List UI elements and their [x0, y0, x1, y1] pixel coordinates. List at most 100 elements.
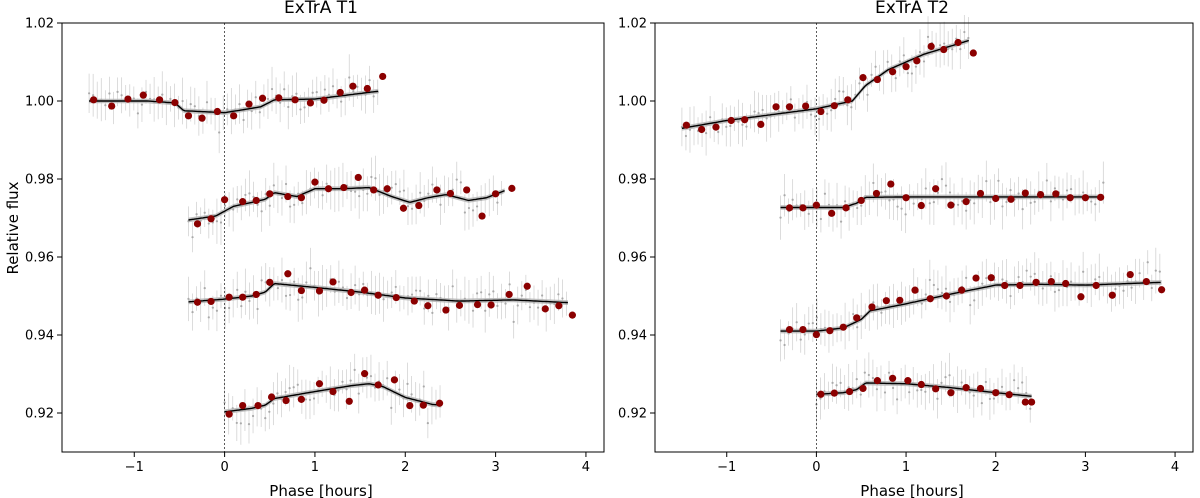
- plot-frame: [61, 22, 605, 453]
- binned-point: [354, 173, 362, 182]
- model-band-2: [780, 280, 1162, 334]
- raw-point: [258, 111, 261, 114]
- binned-point: [812, 331, 821, 339]
- raw-point: [331, 85, 335, 88]
- raw-point: [357, 392, 360, 395]
- raw-point: [238, 102, 241, 106]
- raw-point: [207, 316, 210, 319]
- raw-point: [219, 221, 223, 224]
- raw-point: [940, 291, 944, 294]
- binned-point: [254, 401, 262, 410]
- binned-point: [336, 88, 344, 97]
- x-tick-label: 1: [311, 460, 319, 475]
- y-axis-label: Relative flux: [4, 181, 22, 274]
- raw-point: [1045, 179, 1048, 182]
- model-curve-0: [89, 90, 379, 114]
- raw-point: [520, 294, 523, 297]
- raw-point: [251, 414, 255, 418]
- binned-point: [329, 387, 337, 396]
- raw-point: [345, 296, 349, 300]
- raw-point: [276, 392, 279, 395]
- raw-point: [484, 309, 487, 312]
- binned-point: [349, 82, 357, 90]
- binned-point: [844, 96, 852, 104]
- raw-point: [1098, 275, 1101, 279]
- raw-point: [856, 206, 859, 210]
- raw-point: [965, 276, 968, 279]
- raw-point: [287, 105, 290, 109]
- binned-point: [297, 286, 305, 295]
- binned-point: [297, 395, 305, 403]
- binned-point: [1108, 291, 1116, 299]
- binned-point: [435, 399, 444, 407]
- raw-point: [374, 177, 377, 180]
- raw-point: [871, 376, 874, 380]
- raw-point: [834, 97, 837, 101]
- raw-point: [272, 184, 275, 187]
- raw-point: [369, 375, 373, 378]
- raw-point: [496, 201, 499, 204]
- binned-point: [1028, 398, 1036, 406]
- raw-point: [1130, 286, 1133, 289]
- binned-point: [340, 183, 348, 192]
- binned-point: [785, 204, 794, 212]
- raw-point: [254, 96, 257, 99]
- raw-point: [451, 285, 454, 288]
- binned-point: [857, 196, 865, 205]
- binned-point: [275, 94, 283, 102]
- x-axis-label: Phase [hours]: [860, 482, 963, 498]
- raw-point: [980, 402, 983, 405]
- binned-point: [842, 204, 850, 212]
- raw-point: [705, 131, 708, 135]
- raw-point: [406, 382, 409, 385]
- binned-point: [363, 84, 371, 93]
- binned-point: [757, 120, 765, 128]
- y-tick-label: 0.92: [25, 407, 54, 422]
- raw-point: [842, 90, 845, 93]
- binned-point: [859, 384, 867, 393]
- raw-point: [321, 194, 324, 197]
- raw-point: [912, 202, 915, 205]
- raw-point: [1029, 275, 1032, 278]
- raw-point: [1069, 280, 1073, 283]
- raw-point: [297, 298, 300, 301]
- binned-point: [1062, 279, 1070, 288]
- raw-point: [366, 192, 369, 195]
- raw-point: [394, 285, 397, 289]
- binned-point: [1081, 194, 1089, 202]
- binned-point: [682, 121, 690, 129]
- raw-point: [972, 394, 975, 397]
- plot-frame: [654, 22, 1194, 453]
- raw-point: [516, 304, 519, 307]
- raw-point: [239, 422, 242, 425]
- panel-title: ExTrA T2: [875, 0, 949, 18]
- y-tick-label: 1.00: [618, 95, 647, 110]
- binned-point: [505, 290, 513, 299]
- axis-ticks: −1 0 1 2 3 4 0.92 0.94 0.96 0.98 1.00 1.02: [618, 17, 1179, 476]
- raw-point: [757, 112, 760, 115]
- raw-point: [874, 65, 877, 68]
- binned-point: [399, 204, 408, 212]
- raw-point: [293, 203, 296, 206]
- raw-point: [303, 106, 306, 109]
- binned-point: [1001, 281, 1009, 290]
- binned-point: [917, 380, 925, 389]
- binned-point: [992, 194, 1000, 203]
- raw-point: [846, 104, 849, 107]
- raw-point: [896, 398, 899, 401]
- x-tick-label: 0: [220, 460, 228, 475]
- raw-point: [475, 205, 479, 208]
- raw-point: [242, 118, 245, 122]
- raw-point: [922, 60, 926, 63]
- raw-point: [295, 92, 298, 95]
- raw-point: [215, 220, 219, 223]
- raw-point: [817, 117, 821, 121]
- raw-point: [1000, 385, 1004, 388]
- raw-point: [252, 195, 255, 198]
- binned-point: [947, 389, 955, 397]
- raw-point: [508, 283, 511, 286]
- binned-point: [455, 301, 464, 309]
- binned-point: [284, 192, 292, 201]
- binned-point: [889, 68, 897, 76]
- raw-point: [1029, 201, 1032, 204]
